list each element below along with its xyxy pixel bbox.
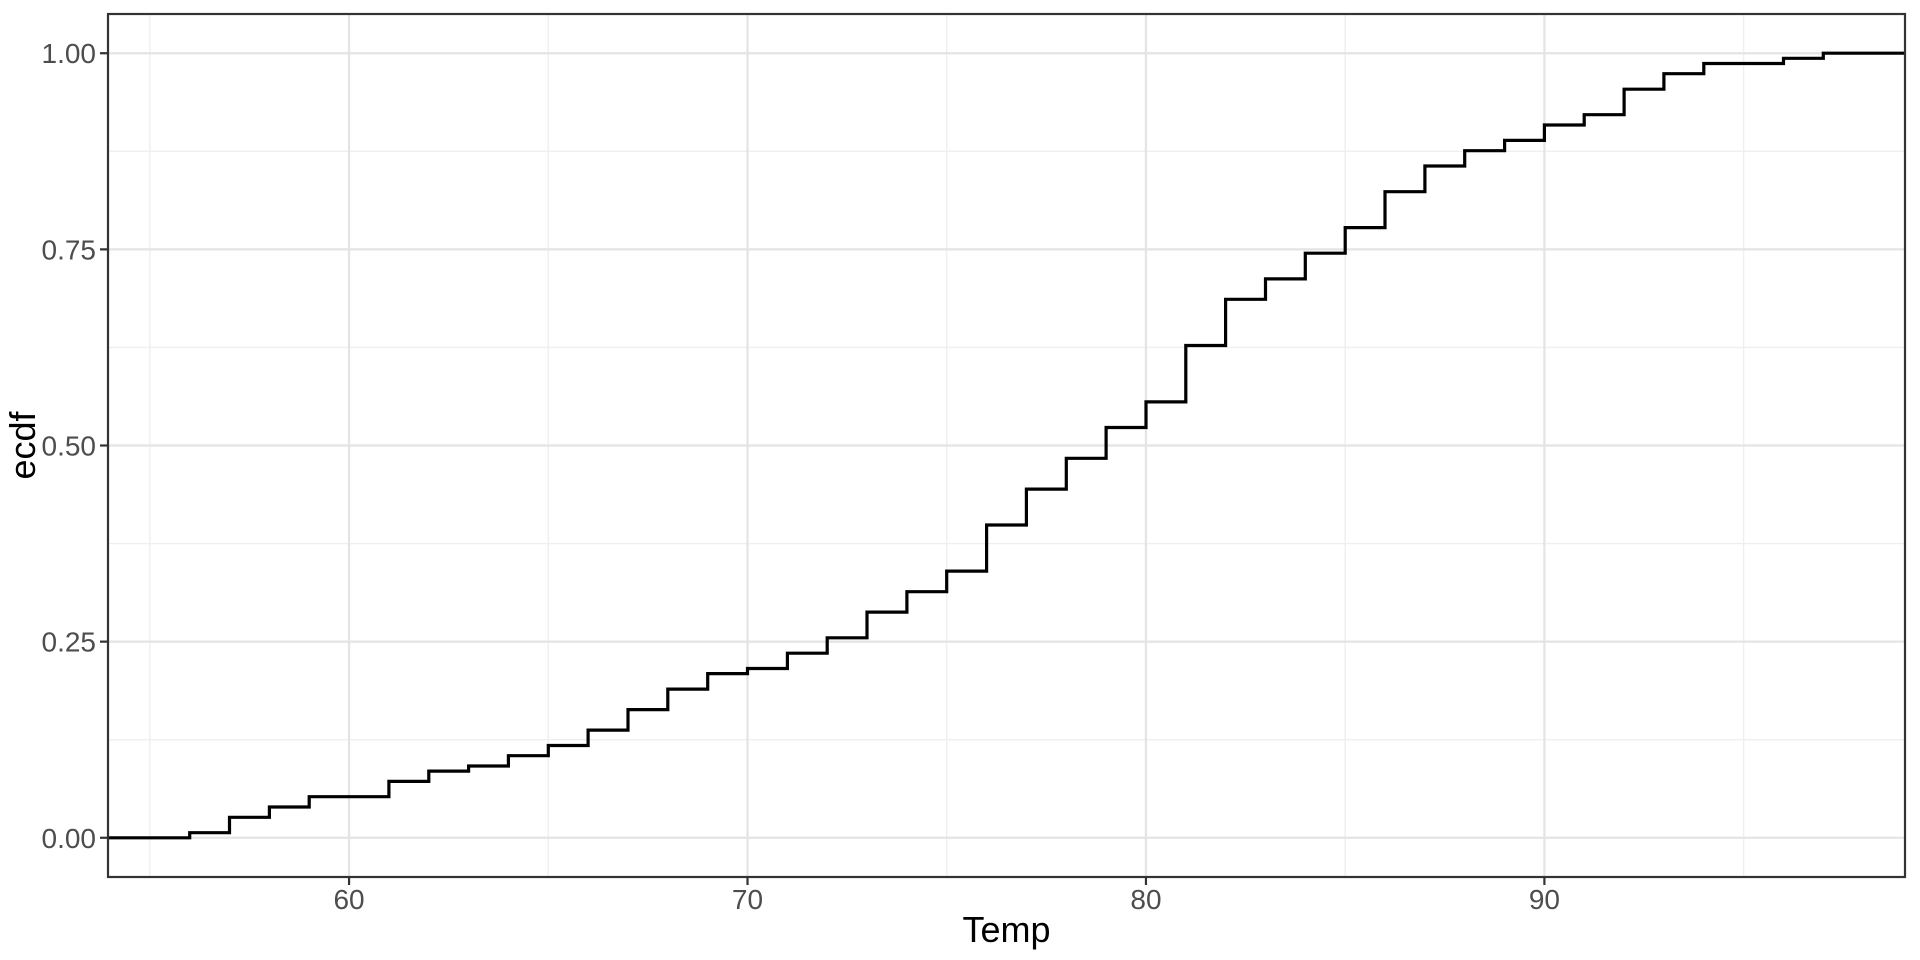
x-tick-labels: 60 70 80 90 xyxy=(333,884,1560,915)
x-tick-label: 90 xyxy=(1529,884,1560,915)
major-gridlines xyxy=(108,14,1905,877)
y-tick-label: 0.50 xyxy=(42,431,97,462)
y-tick-label: 0.75 xyxy=(42,234,97,265)
y-tick-label: 1.00 xyxy=(42,38,97,69)
y-axis-title: ecdf xyxy=(2,410,43,479)
x-tick-label: 80 xyxy=(1130,884,1161,915)
x-axis-ticks xyxy=(347,877,1546,885)
x-tick-label: 70 xyxy=(732,884,763,915)
x-tick-label: 60 xyxy=(333,884,364,915)
ecdf-step-line xyxy=(108,51,1905,840)
y-axis-ticks xyxy=(100,52,108,839)
y-tick-label: 0.00 xyxy=(42,823,97,854)
y-tick-label: 0.25 xyxy=(42,627,97,658)
x-axis-title: Temp xyxy=(962,909,1050,950)
y-tick-labels: 0.00 0.25 0.50 0.75 1.00 xyxy=(42,38,97,854)
